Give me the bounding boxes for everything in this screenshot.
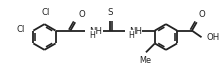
Text: H: H (129, 31, 135, 40)
Text: Cl: Cl (41, 8, 50, 17)
Text: O: O (78, 10, 85, 19)
Text: OH: OH (206, 33, 220, 42)
Text: NH: NH (89, 27, 102, 36)
Text: H: H (89, 31, 95, 40)
Text: O: O (199, 10, 205, 19)
Text: Me: Me (139, 56, 151, 65)
Text: Cl: Cl (16, 25, 24, 34)
Text: NH: NH (129, 27, 142, 36)
Text: S: S (107, 8, 113, 17)
